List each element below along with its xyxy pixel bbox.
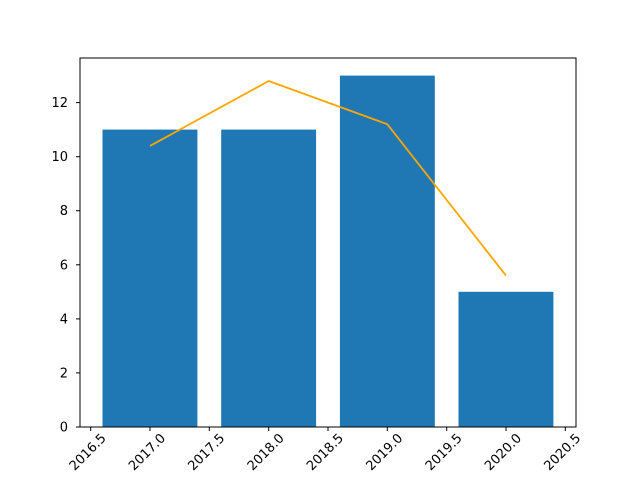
- y-tick-label-2: 2: [60, 366, 68, 381]
- y-tick-label-4: 4: [60, 312, 68, 327]
- y-tick-label-12: 12: [51, 96, 68, 111]
- bar-2020: [458, 291, 554, 427]
- y-tick-label-6: 6: [60, 258, 68, 273]
- trend-line: [149, 80, 507, 277]
- y-tick-label-8: 8: [60, 204, 68, 219]
- y-tick-label-10: 10: [51, 150, 68, 165]
- bar-2017: [102, 129, 198, 427]
- bar-2018: [221, 129, 317, 427]
- y-tick-label-0: 0: [60, 421, 68, 436]
- bar-2019: [339, 75, 435, 427]
